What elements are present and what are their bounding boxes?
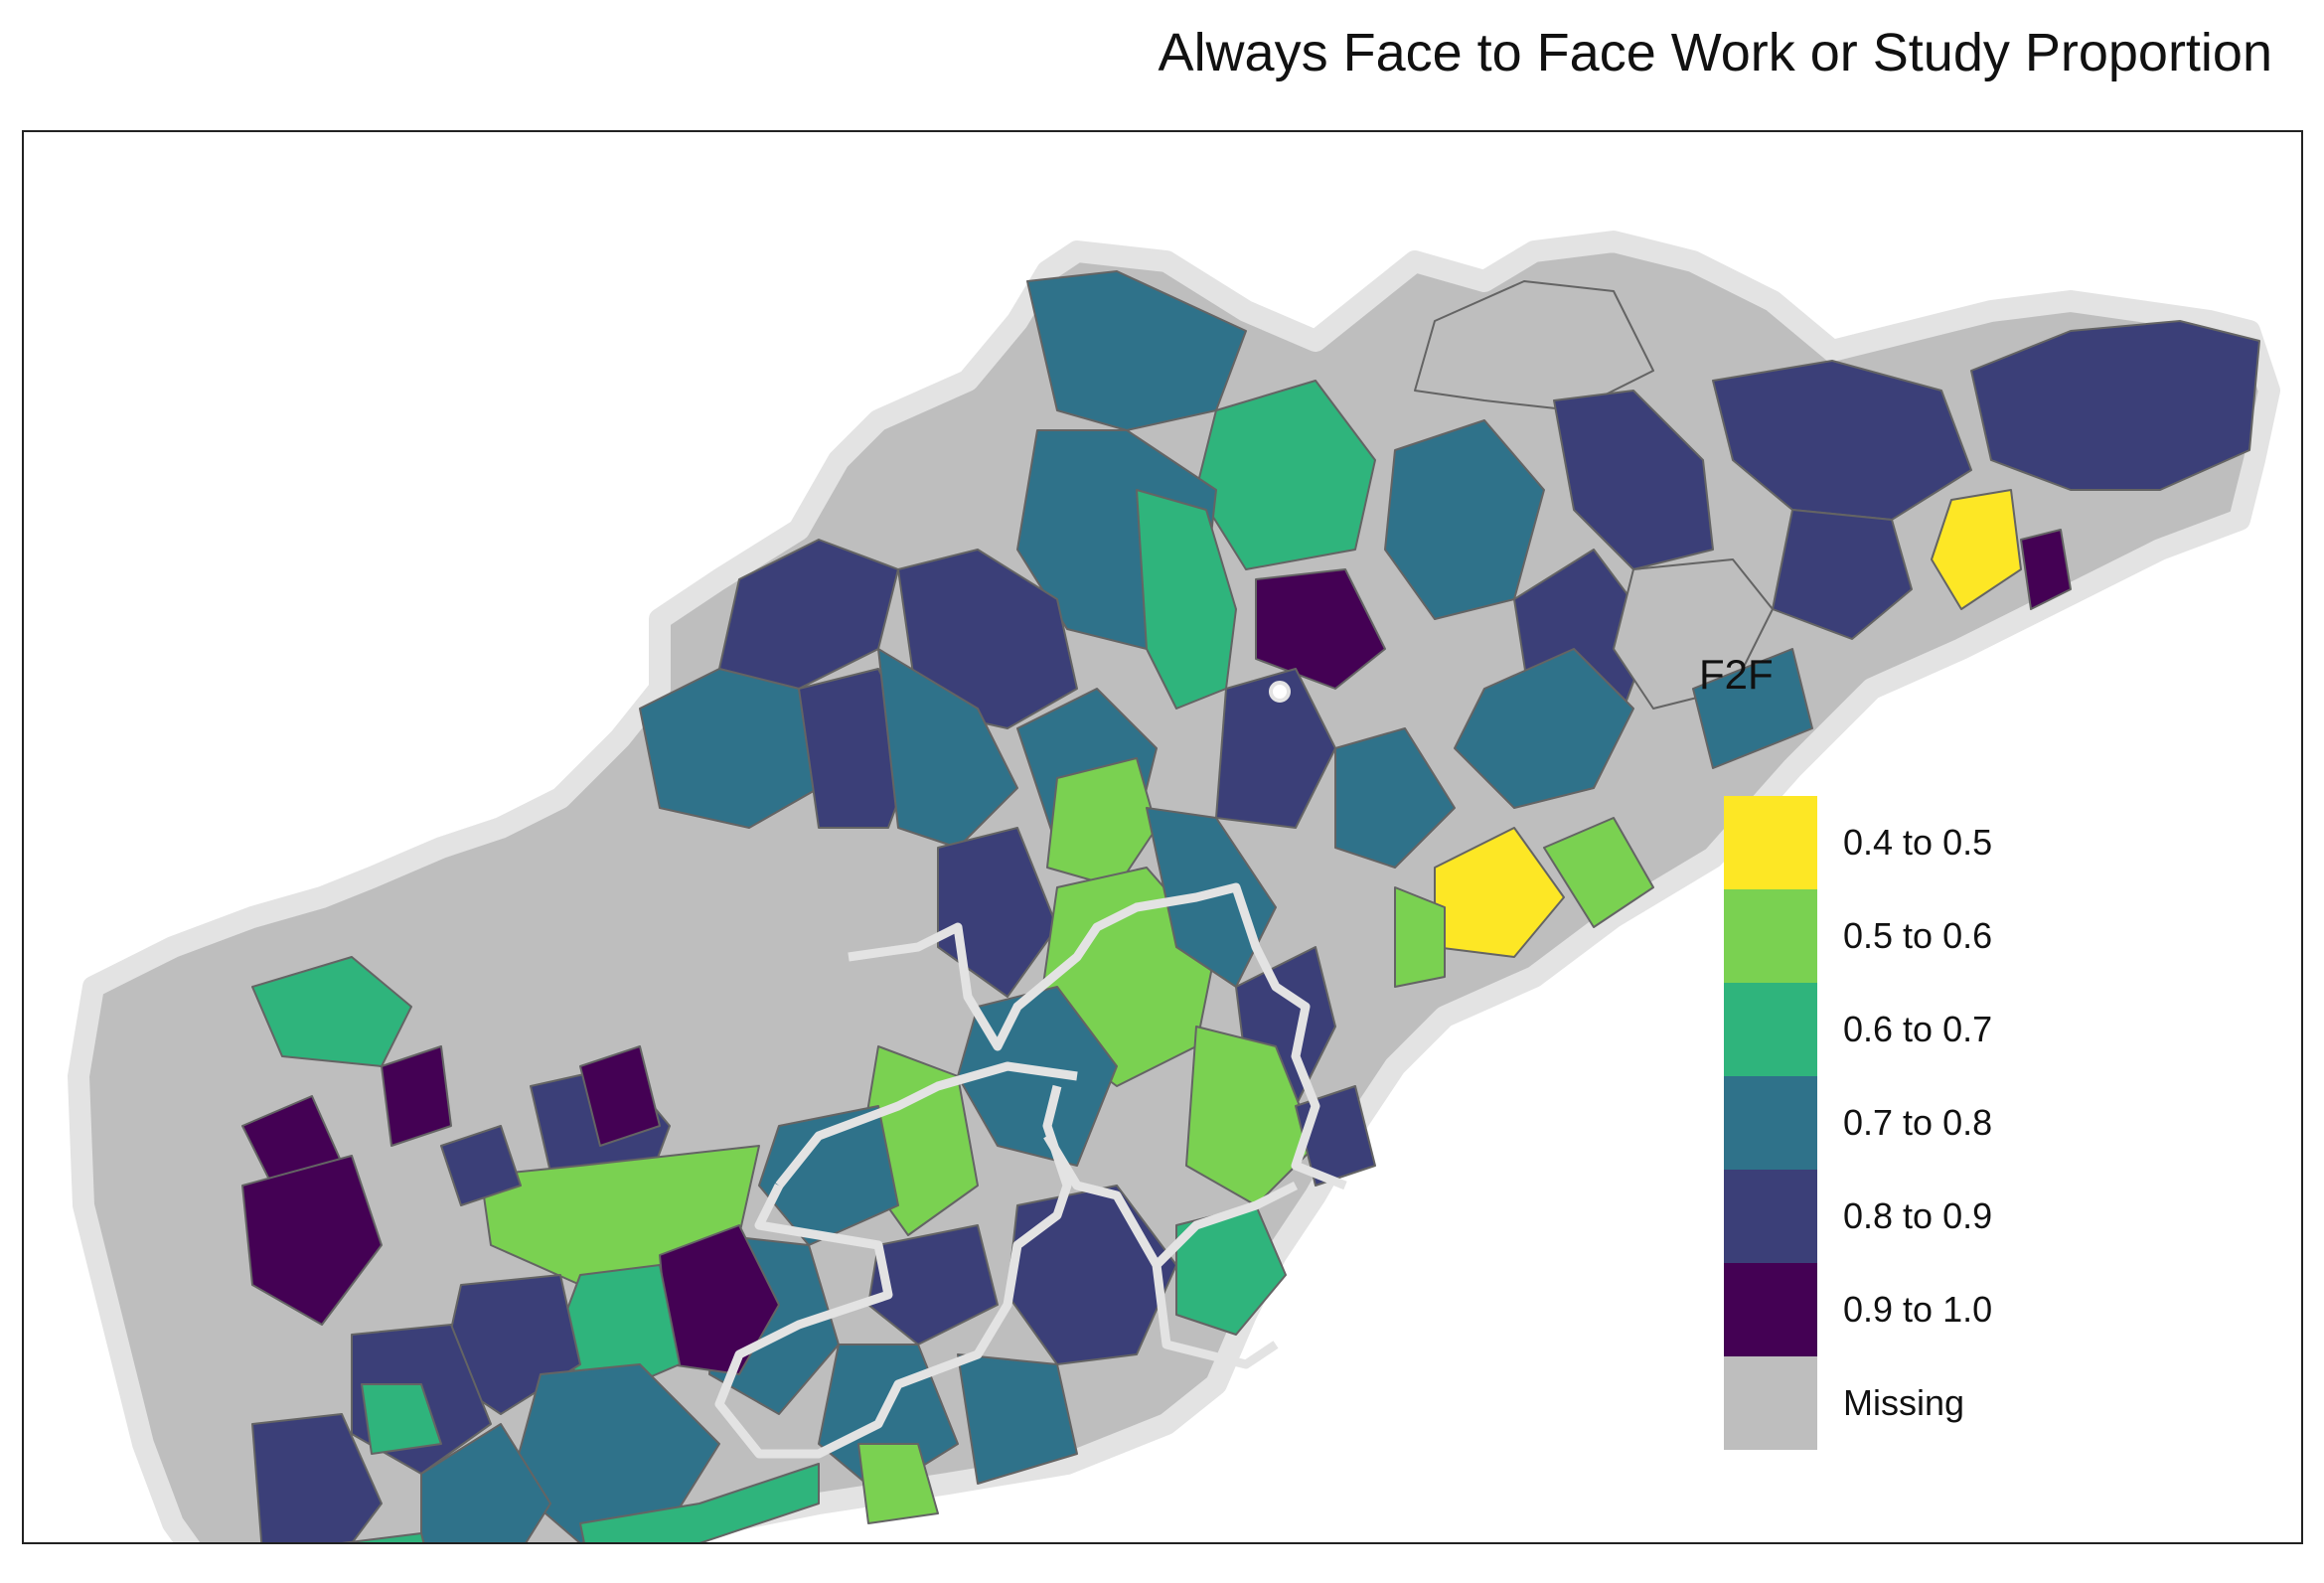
district [1394,886,1446,988]
district [857,1443,939,1524]
district [341,1532,425,1542]
district [1543,817,1654,928]
district [1772,509,1913,640]
district [867,1224,999,1346]
district [579,1463,820,1542]
district [251,1413,383,1542]
district [1712,360,1972,521]
subregion-boundary [775,1061,1078,1188]
legend-label: 0.5 to 0.6 [1843,915,1993,956]
legend-swatch [1724,1263,1817,1356]
legend-item: 0.6 to 0.7 [1724,983,2121,1076]
district [1931,489,2022,610]
district [361,1383,442,1455]
subregion-boundary [848,882,1347,1190]
legend-swatch [1724,983,1817,1076]
district [758,1105,899,1246]
district [1334,727,1456,869]
enclave [1269,681,1291,703]
district [420,1423,551,1542]
legend-label: 0.7 to 0.8 [1843,1102,1993,1143]
district [1046,757,1158,888]
district [440,1125,522,1206]
legend-swatch [1724,1170,1817,1263]
district [957,1353,1078,1485]
district [381,1045,452,1147]
district [1185,1026,1317,1206]
district [1553,390,1714,570]
subregion-boundaries [714,882,1347,1459]
legend-label: 0.9 to 1.0 [1843,1289,1993,1330]
district [1692,648,1813,769]
legend-label: Missing [1843,1382,1965,1423]
legend-swatch [1724,889,1817,983]
legend-swatch [1724,1356,1817,1450]
map-title: Always Face to Face Work or Study Propor… [1158,23,2272,82]
district [1414,280,1654,411]
district [1970,320,2260,491]
district [579,1045,661,1147]
district [1215,668,1336,829]
district [2020,529,2072,610]
legend-item: 0.7 to 0.8 [1724,1076,2121,1170]
legend-label: 0.8 to 0.9 [1843,1195,1993,1236]
map-panel [22,130,2303,1544]
legend-item: 0.5 to 0.6 [1724,889,2121,983]
districts [241,270,2260,1542]
district [877,648,1018,849]
district [1454,648,1634,809]
district [241,1155,383,1326]
legend-item: 0.9 to 1.0 [1724,1263,2121,1356]
legend-title: F2F [1699,651,1774,698]
district [937,827,1058,998]
legend-keys: 0.4 to 0.5 0.5 to 0.6 0.6 to 0.7 0.7 to 0.8… [1724,796,2121,1450]
district [1255,568,1386,690]
legend-swatch [1724,796,1817,889]
legend-item: 0.8 to 0.9 [1724,1170,2121,1263]
choropleth-map [68,231,2280,1542]
legend-label: 0.4 to 0.5 [1843,822,1993,863]
legend-item: 0.4 to 0.5 [1724,796,2121,889]
subregion-boundary [714,1084,1072,1459]
legend-label: 0.6 to 0.7 [1843,1009,1993,1049]
legend-item: Missing [1724,1356,2121,1450]
district [251,956,412,1067]
legend-swatch [1724,1076,1817,1170]
subregion-boundary [1153,1181,1299,1269]
